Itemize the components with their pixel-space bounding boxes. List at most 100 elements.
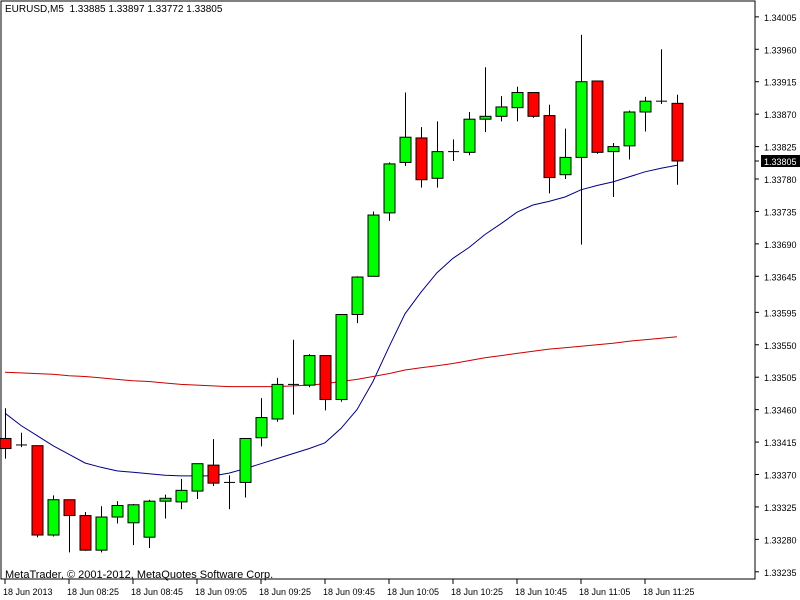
time-axis-label: 18 Jun 10:45 (515, 587, 567, 597)
ohlc-open: 1.33885 (69, 4, 106, 15)
candle-body (271, 383, 284, 420)
time-axis-label: 18 Jun 2013 (3, 587, 53, 597)
candle[interactable] (431, 121, 444, 188)
candle[interactable] (351, 276, 364, 324)
candle-body (511, 92, 524, 109)
candle[interactable] (207, 439, 220, 487)
time-axis-label: 18 Jun 11:05 (579, 587, 630, 597)
candle-body (127, 504, 140, 524)
candle[interactable] (271, 377, 284, 422)
candle[interactable] (0, 408, 12, 459)
candle[interactable] (303, 354, 316, 388)
candle[interactable] (95, 506, 108, 553)
candle[interactable] (79, 511, 92, 551)
candle[interactable] (255, 398, 268, 447)
candle-body (639, 100, 652, 113)
time-axis-label: 18 Jun 11:25 (643, 587, 694, 597)
time-axis-label: 18 Jun 10:05 (387, 587, 439, 597)
candle[interactable] (383, 162, 396, 221)
price-axis-label: 1.34005 (764, 13, 797, 23)
candle[interactable] (656, 49, 667, 105)
candle[interactable] (143, 499, 156, 549)
candle[interactable] (224, 475, 235, 510)
time-axis-label: 18 Jun 08:25 (67, 587, 119, 597)
candle[interactable] (479, 67, 492, 133)
candle[interactable] (239, 437, 252, 498)
candle[interactable] (31, 445, 44, 538)
candle[interactable] (319, 355, 332, 411)
price-axis-label: 1.33415 (764, 438, 797, 448)
current-price-marker: 1.33805 (755, 154, 800, 167)
time-axis-label: 18 Jun 09:05 (195, 587, 247, 597)
candle[interactable] (47, 495, 60, 537)
candle-body (575, 81, 588, 158)
candle-body (335, 314, 348, 401)
candle[interactable] (639, 96, 652, 132)
candle[interactable] (16, 432, 27, 448)
candle-body (527, 92, 540, 117)
candle-body (559, 156, 572, 176)
candle[interactable] (543, 104, 556, 194)
candle-body (191, 463, 204, 492)
candle-body (175, 489, 188, 503)
candle-body (159, 497, 172, 502)
candle[interactable] (63, 499, 76, 553)
candle-body (255, 417, 268, 439)
candle[interactable] (527, 92, 540, 118)
candle-body (623, 111, 636, 147)
candle[interactable] (288, 339, 299, 415)
price-axis-label: 1.33370 (764, 470, 797, 480)
ohlc-low: 1.33772 (147, 4, 184, 15)
price-axis-label: 1.33595 (764, 308, 797, 318)
candle-body (479, 115, 492, 120)
candle-body (415, 137, 428, 181)
price-axis[interactable]: 1.34005 1.33960 1.33915 1.33870 1.33825 1.337… (755, 13, 797, 578)
candle[interactable] (111, 501, 124, 524)
candle[interactable] (399, 92, 412, 167)
time-axis-label: 18 Jun 09:45 (323, 587, 375, 597)
candle-body (239, 437, 252, 483)
candle-body (495, 106, 508, 117)
candle[interactable] (448, 139, 459, 161)
candle[interactable] (575, 34, 588, 245)
candle-body (591, 80, 604, 153)
candle[interactable] (415, 127, 428, 188)
price-axis-label: 1.33735 (764, 207, 797, 217)
candle[interactable] (559, 128, 572, 180)
price-axis-label: 1.33870 (764, 110, 797, 120)
candle[interactable] (671, 94, 684, 185)
candle[interactable] (367, 211, 380, 277)
candle-body (463, 118, 476, 153)
candle-body (543, 115, 556, 179)
candle[interactable] (175, 478, 188, 510)
candle-body (47, 499, 60, 536)
candle-body (671, 102, 684, 162)
candle[interactable] (463, 111, 476, 156)
candle[interactable] (127, 504, 140, 546)
price-axis-label: 1.33325 (764, 503, 797, 513)
time-axis-label: 18 Jun 10:25 (451, 587, 503, 597)
candle[interactable] (623, 110, 636, 160)
candle-body (431, 151, 444, 179)
candle-body (0, 437, 12, 450)
time-axis-label: 18 Jun 09:25 (259, 587, 311, 597)
price-axis-label: 1.33915 (764, 78, 797, 88)
candle[interactable] (335, 314, 348, 402)
time-axis-label: 18 Jun 08:45 (131, 587, 183, 597)
price-axis-label: 1.33280 (764, 535, 797, 545)
moving-average-fast-line (4, 164, 678, 477)
time-axis[interactable]: 18 Jun 2013 18 Jun 08:25 18 Jun 08:45 18 Ju… (3, 579, 694, 597)
price-axis-label: 1.33690 (764, 240, 797, 250)
candle[interactable] (511, 86, 524, 122)
price-axis-label: 1.33825 (764, 143, 797, 153)
candle-body (399, 136, 412, 163)
candle[interactable] (495, 96, 508, 122)
candle[interactable] (591, 80, 604, 154)
candle-body (319, 355, 332, 401)
candle[interactable] (159, 494, 172, 519)
candle-body (383, 163, 396, 214)
candle-body (367, 214, 380, 277)
candle[interactable] (607, 142, 620, 198)
candle[interactable] (191, 463, 204, 500)
